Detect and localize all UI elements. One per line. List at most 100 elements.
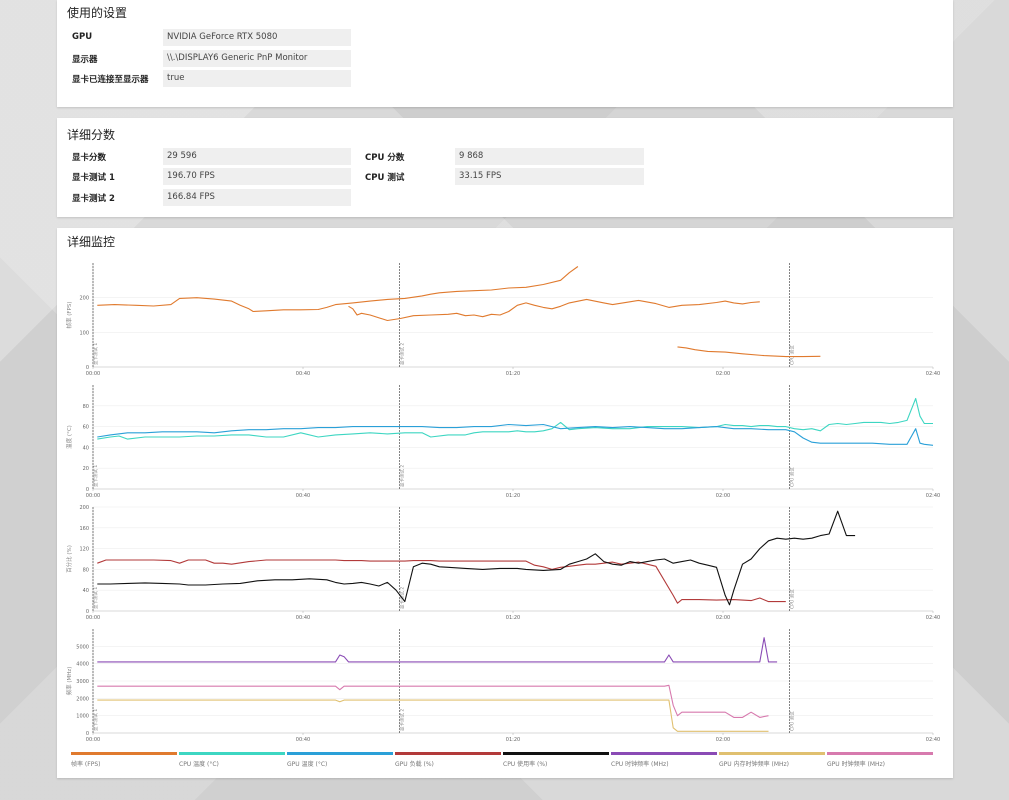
x-tick-label: 00:00 bbox=[86, 493, 100, 499]
series-line bbox=[97, 266, 579, 313]
x-tick-label: 00:40 bbox=[296, 493, 310, 499]
y-tick-label: 1000 bbox=[76, 714, 89, 720]
y-tick-label: 40 bbox=[83, 445, 89, 451]
y-tick-label: 40 bbox=[83, 588, 89, 594]
legend-label: GPU 负载 (%) bbox=[395, 761, 434, 768]
legend-item[interactable]: GPU 时钟频率 (MHz) bbox=[827, 752, 933, 768]
score-label: CPU 测试 bbox=[365, 173, 405, 183]
monitor-card: 详细监控 0 100 200 帧率 (FPS) 00:00 00:40 01:20 02:00… bbox=[57, 228, 953, 778]
x-tick-label: 00:00 bbox=[86, 737, 100, 743]
legend-item[interactable]: CPU 使用率 (%) bbox=[503, 752, 609, 768]
x-tick-label: 01:20 bbox=[506, 493, 520, 499]
series-line bbox=[97, 397, 933, 440]
y-tick-label: 0 bbox=[86, 487, 89, 493]
y-axis-label: 百分比 (%) bbox=[65, 545, 73, 573]
legend-label: GPU 时钟频率 (MHz) bbox=[827, 761, 885, 768]
x-tick-label: 02:40 bbox=[926, 493, 940, 499]
y-tick-label: 200 bbox=[79, 296, 89, 302]
phase-label: 显卡测试 2 bbox=[399, 709, 406, 731]
y-tick-label: 60 bbox=[83, 425, 89, 431]
chart-panel: 0 100 200 帧率 (FPS) 00:00 00:40 01:20 02:00 02:40… bbox=[65, 263, 940, 377]
legend-swatch bbox=[179, 752, 285, 755]
series-line bbox=[97, 510, 856, 606]
x-tick-label: 02:40 bbox=[926, 615, 940, 621]
y-axis-label: 温度 (°C) bbox=[65, 425, 73, 449]
legend-label: 帧率 (FPS) bbox=[71, 761, 101, 768]
legend-item[interactable]: CPU 温度 (°C) bbox=[179, 752, 285, 768]
x-tick-label: 01:20 bbox=[506, 737, 520, 743]
chart-panel: 0 40 80 120 160 200 百分比 (%) 00:00 00:40 01:20 02:0… bbox=[65, 505, 940, 621]
legend-swatch bbox=[827, 752, 933, 755]
y-tick-label: 4000 bbox=[76, 662, 89, 668]
phase-label: 显卡测试 1 bbox=[92, 587, 99, 609]
monitor-charts: 0 100 200 帧率 (FPS) 00:00 00:40 01:20 02:00 02:40… bbox=[65, 263, 940, 743]
legend-label: CPU 温度 (°C) bbox=[179, 761, 219, 768]
y-tick-label: 0 bbox=[86, 365, 89, 371]
phase-label: CPU 测试 bbox=[789, 467, 796, 487]
score-row: 显卡测试 1 196.70 FPS CPU 测试 33.15 FPS bbox=[57, 168, 953, 185]
score-value: 196.70 FPS bbox=[163, 168, 351, 185]
y-tick-label: 160 bbox=[79, 526, 89, 532]
legend-item[interactable]: GPU 内存时钟频率 (MHz) bbox=[719, 752, 825, 768]
scores-card: 详细分数 显卡分数 29 596 CPU 分数 9 868 显卡测试 1 196… bbox=[57, 118, 953, 217]
legend-swatch bbox=[71, 752, 177, 755]
legend-item[interactable]: GPU 温度 (°C) bbox=[287, 752, 393, 768]
legend-item[interactable]: GPU 负载 (%) bbox=[395, 752, 501, 768]
settings-row-display: 显示器 \\.\DISPLAY6 Generic PnP Monitor bbox=[57, 50, 953, 67]
legend-swatch bbox=[287, 752, 393, 755]
y-tick-label: 5000 bbox=[76, 644, 89, 650]
settings-value: \\.\DISPLAY6 Generic PnP Monitor bbox=[163, 50, 351, 67]
score-row: 显卡测试 2 166.84 FPS bbox=[57, 189, 953, 206]
settings-card: 使用的设置 GPU NVIDIA GeForce RTX 5080 显示器 \\… bbox=[57, 0, 953, 107]
x-tick-label: 02:00 bbox=[716, 737, 730, 743]
y-tick-label: 3000 bbox=[76, 679, 89, 685]
y-tick-label: 120 bbox=[79, 547, 89, 553]
score-label: CPU 分数 bbox=[365, 153, 405, 163]
legend-label: CPU 使用率 (%) bbox=[503, 761, 548, 768]
phase-label: CPU 测试 bbox=[789, 589, 796, 609]
legend-swatch bbox=[503, 752, 609, 755]
score-label: 显卡分数 bbox=[72, 153, 107, 163]
score-value: 29 596 bbox=[163, 148, 351, 165]
legend-swatch bbox=[611, 752, 717, 755]
series-line bbox=[97, 559, 786, 604]
y-tick-label: 80 bbox=[83, 404, 89, 410]
x-tick-label: 02:40 bbox=[926, 737, 940, 743]
legend-label: CPU 时钟频率 (MHz) bbox=[611, 761, 669, 768]
x-tick-label: 00:00 bbox=[86, 371, 100, 377]
x-tick-label: 01:20 bbox=[506, 615, 520, 621]
y-axis-label: 帧率 (FPS) bbox=[65, 301, 73, 328]
legend-swatch bbox=[719, 752, 825, 755]
x-tick-label: 02:00 bbox=[716, 371, 730, 377]
monitor-title: 详细监控 bbox=[67, 235, 116, 249]
x-tick-label: 00:40 bbox=[296, 615, 310, 621]
x-tick-label: 02:40 bbox=[926, 371, 940, 377]
score-row: 显卡分数 29 596 CPU 分数 9 868 bbox=[57, 148, 953, 165]
x-tick-label: 02:00 bbox=[716, 615, 730, 621]
settings-label: 显示器 bbox=[72, 55, 98, 65]
phase-label: 显卡测试 1 bbox=[92, 465, 99, 487]
x-tick-label: 00:40 bbox=[296, 737, 310, 743]
chart-panel: 0 1000 2000 3000 4000 5000 频率 (MHz) 00:00 00:40 0… bbox=[65, 629, 940, 743]
legend-item[interactable]: CPU 时钟频率 (MHz) bbox=[611, 752, 717, 768]
legend-item[interactable]: 帧率 (FPS) bbox=[71, 752, 177, 768]
phase-label: CPU 测试 bbox=[789, 345, 796, 365]
y-tick-label: 200 bbox=[79, 505, 89, 511]
legend-label: GPU 温度 (°C) bbox=[287, 761, 328, 768]
settings-row-gpu: GPU NVIDIA GeForce RTX 5080 bbox=[57, 29, 953, 46]
scores-title: 详细分数 bbox=[67, 128, 116, 142]
series-line bbox=[97, 637, 778, 663]
y-axis-label: 频率 (MHz) bbox=[65, 667, 73, 696]
phase-label: CPU 测试 bbox=[789, 711, 796, 731]
x-tick-label: 01:20 bbox=[506, 371, 520, 377]
settings-title: 使用的设置 bbox=[67, 6, 128, 20]
legend-label: GPU 内存时钟频率 (MHz) bbox=[719, 761, 789, 768]
score-label: 显卡测试 2 bbox=[72, 194, 115, 204]
score-value: 9 868 bbox=[455, 148, 644, 165]
series-line bbox=[97, 699, 769, 732]
y-tick-label: 2000 bbox=[76, 696, 89, 702]
y-tick-label: 100 bbox=[79, 330, 89, 336]
phase-label: 显卡测试 1 bbox=[92, 343, 99, 365]
series-line bbox=[348, 298, 760, 322]
settings-value: true bbox=[163, 70, 351, 87]
